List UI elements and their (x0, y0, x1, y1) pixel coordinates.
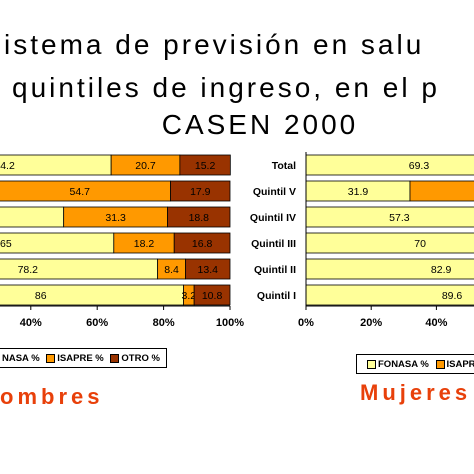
legend-label-fonasa: FONASA % (378, 359, 429, 370)
data-label: 8.4 (164, 264, 179, 276)
data-label: 54.7 (70, 186, 91, 198)
legend-swatch-isapre (435, 360, 445, 369)
x-tick-label: 20% (360, 317, 382, 329)
data-label: 89.6 (442, 290, 463, 302)
data-label: 86 (35, 290, 47, 302)
data-label: 16.8 (192, 238, 213, 250)
data-label: 65 (0, 238, 12, 250)
legend-right: FONASA % ISAPR (356, 354, 474, 374)
category-label: Quintil V (253, 186, 296, 198)
bar-segment-mujeres-row1-s1 (409, 180, 474, 202)
category-label: Quintil IV (250, 212, 296, 224)
bar-segment-hombres-row0-s0 (0, 154, 112, 176)
bar-segment-hombres-row3-s0 (0, 232, 115, 254)
category-label: Quintil III (251, 238, 296, 250)
legend-swatch-fonasa (367, 360, 376, 369)
bar-segment-hombres-row2-s2 (167, 206, 231, 228)
data-label: 17.9 (190, 186, 211, 198)
data-label: 18.8 (189, 212, 210, 224)
data-label: 78.2 (18, 264, 39, 276)
bar-segment-hombres-row2-s0 (0, 206, 65, 228)
bar-segment-hombres-row5-s0 (0, 284, 184, 306)
bar-segment-hombres-row0-s2 (179, 154, 231, 176)
panel-label-mujeres: Mujeres (360, 380, 472, 405)
data-label: 31.9 (348, 186, 369, 198)
data-label: 20.7 (135, 160, 156, 172)
legend-label-otro: OTRO % (121, 353, 160, 364)
data-label: 70 (414, 238, 426, 250)
x-tick-label: 80% (153, 317, 175, 329)
x-tick-label: 40% (20, 317, 42, 329)
bar-segment-hombres-row5-s2 (193, 284, 231, 306)
bar-segment-hombres-row4-s2 (185, 258, 231, 280)
legend-label-isapre: ISAPR (446, 359, 474, 370)
x-tick-label: 40% (425, 317, 447, 329)
bar-segment-hombres-row1-s2 (170, 180, 231, 202)
x-tick-label: 100% (216, 317, 244, 329)
category-label: Quintil I (257, 290, 296, 302)
data-label: 15.2 (195, 160, 216, 172)
data-label: 64.2 (0, 160, 15, 172)
category-label: Total (272, 160, 296, 172)
data-label: 18.2 (134, 238, 155, 250)
data-label: 57.3 (389, 212, 410, 224)
right-chart-mujeres: 69.3 Total 31.9 Quintil V 57.3 Quintil IV 70 Qu… (250, 152, 474, 329)
legend-label-fonasa: NASA % (2, 353, 40, 364)
panel-label-hombres: ombres (0, 384, 104, 409)
data-label: 13.4 (198, 264, 219, 276)
data-label: 10.8 (202, 290, 223, 302)
category-label: Quintil II (254, 264, 296, 276)
data-label: 82.9 (431, 264, 452, 276)
left-chart-hombres: 64.2 20.7 15.2 54.7 17.9 31.3 18.8 65 18.2 16.8 78… (0, 154, 244, 329)
x-tick-label: 60% (86, 317, 108, 329)
bar-segment-hombres-row3-s2 (173, 232, 231, 254)
chart-title-line-3: CASEN 2000 (161, 109, 359, 140)
chart-title-line-1: istema de previsión en salu (4, 29, 425, 60)
legend-left: NASA % ISAPRE % OTRO % (0, 348, 167, 368)
legend-swatch-isapre (46, 354, 56, 363)
x-tick-label: 0% (298, 317, 314, 329)
chart-title-line-2: quintiles de ingreso, en el p (12, 72, 440, 103)
legend-swatch-otro (110, 354, 120, 363)
bar-segment-mujeres-row3-s0 (305, 232, 474, 254)
legend-label-isapre: ISAPRE % (57, 353, 104, 364)
data-label: 31.3 (105, 212, 126, 224)
bar-segment-mujeres-row0-s0 (305, 154, 474, 176)
data-label: 69.3 (409, 160, 430, 172)
data-label: 3.2 (182, 290, 197, 302)
